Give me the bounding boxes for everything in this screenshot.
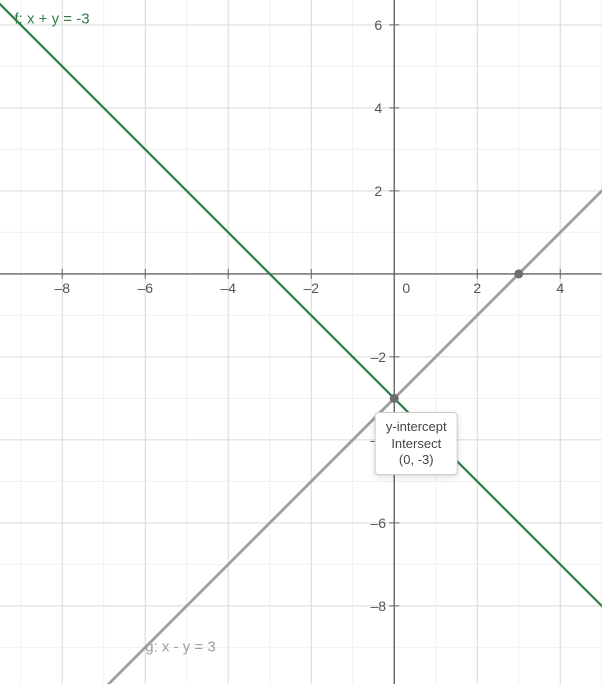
x-tick-label: 2 xyxy=(473,280,481,296)
x-tick-label: –2 xyxy=(303,280,319,296)
intersection-tooltip: y-interceptIntersect(0, -3) xyxy=(375,412,458,475)
origin-label: 0 xyxy=(402,280,410,296)
plot-svg xyxy=(0,0,602,684)
x-tick-label: –8 xyxy=(54,280,70,296)
line-label-f: f: x + y = -3 xyxy=(15,10,90,27)
x-tick-label: –6 xyxy=(137,280,153,296)
line-label-g: g: x - y = 3 xyxy=(145,639,215,656)
y-tick-label: 6 xyxy=(374,17,382,33)
x-tick-label: 4 xyxy=(556,280,564,296)
y-tick-label: –2 xyxy=(370,349,386,365)
y-tick-label: –6 xyxy=(370,515,386,531)
y-tick-label: 4 xyxy=(374,100,382,116)
y-tick-label: 2 xyxy=(374,183,382,199)
coordinate-plane[interactable]: –8–6–4–224–8–6–4–22460f: x + y = -3g: x … xyxy=(0,0,602,684)
x-tick-label: –4 xyxy=(220,280,236,296)
y-tick-label: –8 xyxy=(370,598,386,614)
